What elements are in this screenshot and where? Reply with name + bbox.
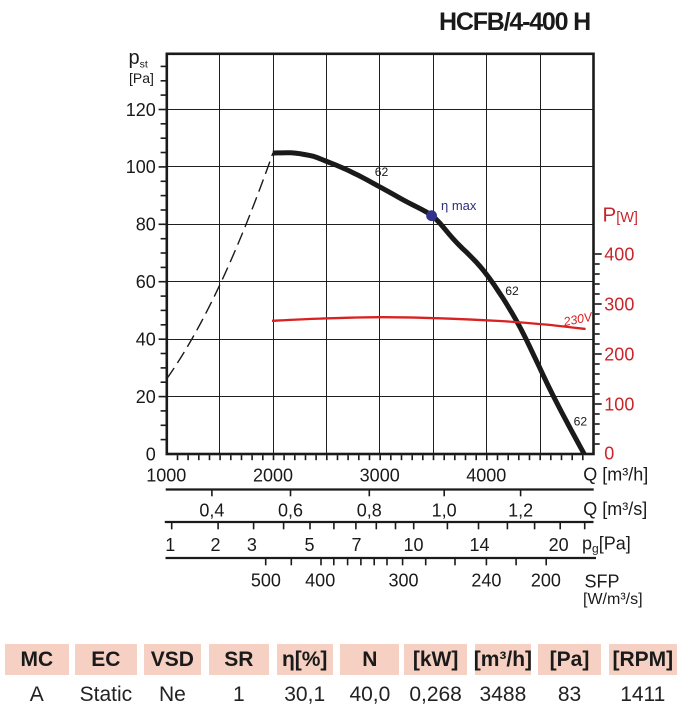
svg-text:3: 3 (247, 535, 257, 555)
svg-text:P[W]: P[W] (603, 203, 638, 226)
svg-text:0,4: 0,4 (199, 500, 224, 520)
svg-text:20: 20 (549, 535, 569, 555)
svg-text:10: 10 (403, 535, 423, 555)
svg-text:1,0: 1,0 (432, 500, 457, 520)
svg-text:Q [m³/h]: Q [m³/h] (583, 464, 648, 484)
svg-text:7: 7 (351, 535, 361, 555)
svg-text:100: 100 (604, 395, 634, 415)
svg-text:2000: 2000 (253, 465, 293, 485)
svg-text:62: 62 (574, 415, 588, 429)
svg-text:400: 400 (305, 570, 335, 590)
svg-text:240: 240 (471, 570, 501, 590)
svg-text:3000: 3000 (360, 465, 400, 485)
svg-text:2: 2 (210, 535, 220, 555)
svg-text:400: 400 (604, 245, 634, 265)
svg-text:20: 20 (136, 387, 156, 407)
svg-text:200: 200 (531, 570, 561, 590)
svg-text:60: 60 (136, 272, 156, 292)
svg-text:62: 62 (505, 284, 519, 298)
svg-text:80: 80 (136, 215, 156, 235)
svg-text:5: 5 (304, 535, 314, 555)
svg-text:Q [m³/s]: Q [m³/s] (583, 499, 647, 519)
svg-text:1,2: 1,2 (508, 500, 533, 520)
svg-text:0: 0 (604, 443, 614, 463)
svg-text:[W/m³/s]: [W/m³/s] (583, 591, 643, 608)
svg-text:100: 100 (126, 157, 156, 177)
svg-text:0,8: 0,8 (357, 500, 382, 520)
svg-text:[Pa]: [Pa] (129, 70, 154, 86)
svg-text:pg[Pa]: pg[Pa] (582, 534, 631, 556)
svg-text:SFP: SFP (585, 571, 620, 591)
svg-text:0,6: 0,6 (278, 500, 303, 520)
svg-text:0: 0 (146, 444, 156, 464)
svg-text:η max: η max (441, 198, 477, 213)
svg-text:62: 62 (375, 165, 389, 179)
svg-text:pst: pst (129, 47, 148, 71)
svg-text:300: 300 (604, 295, 634, 315)
svg-text:200: 200 (604, 345, 634, 365)
svg-text:40: 40 (136, 330, 156, 350)
svg-text:1000: 1000 (146, 465, 186, 485)
svg-text:230V: 230V (561, 309, 595, 329)
svg-text:14: 14 (469, 535, 489, 555)
svg-text:1: 1 (165, 535, 175, 555)
svg-text:500: 500 (251, 570, 281, 590)
svg-text:4000: 4000 (466, 465, 506, 485)
svg-text:120: 120 (126, 100, 156, 120)
svg-text:300: 300 (388, 570, 418, 590)
